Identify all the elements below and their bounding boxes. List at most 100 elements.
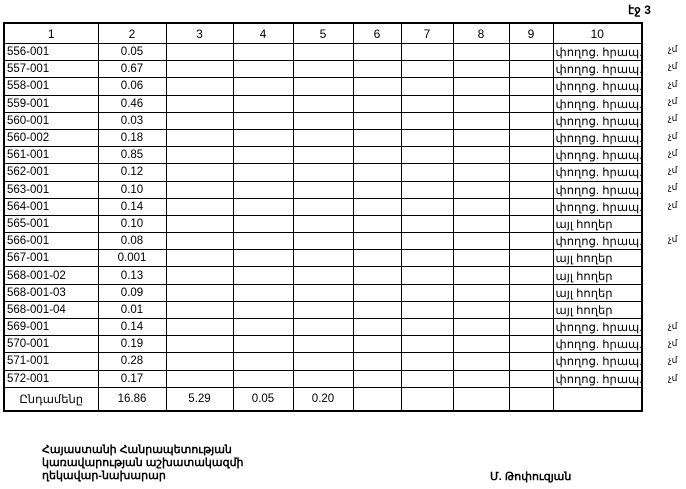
parcel-id: 563-001 — [3, 180, 99, 199]
empty-cell — [232, 214, 294, 234]
column-header: 3 — [165, 22, 234, 44]
empty-cell — [352, 266, 402, 285]
empty-cell — [508, 60, 554, 79]
land-type: փողոց. հրապ. — [552, 197, 643, 216]
empty-cell — [352, 214, 402, 234]
parcel-id: 570-001 — [3, 335, 99, 354]
empty-cell — [292, 232, 354, 251]
empty-cell — [352, 42, 402, 62]
table-row: 563-001 0.10 փողոց. հրապ. — [3, 180, 643, 199]
column-header: 5 — [292, 22, 354, 44]
empty-cell — [165, 146, 234, 165]
table-row: 568-001-02 0.13 այլ հողեր — [3, 266, 643, 285]
empty-cell — [400, 352, 454, 371]
empty-cell — [352, 180, 402, 199]
margin-mark: չմ — [668, 182, 678, 193]
empty-cell — [400, 283, 454, 302]
empty-cell — [452, 300, 510, 320]
land-type: այլ հողեր — [552, 283, 643, 302]
page-number: էջ 3 — [628, 3, 651, 17]
table-row: 568-001-03 0.09 այլ հողեր — [3, 283, 643, 302]
margin-mark: չմ — [668, 355, 678, 366]
empty-cell — [352, 232, 402, 251]
signatory-line-2: կառավարության աշխատակազմի — [42, 457, 244, 469]
land-type: փողոց. հրապ. — [552, 317, 643, 337]
empty-cell — [400, 128, 454, 148]
empty-cell — [352, 146, 402, 165]
empty-cell — [508, 180, 554, 199]
empty-cell — [508, 386, 554, 412]
parcel-id: 561-001 — [3, 146, 99, 165]
area-value: 0.46 — [97, 94, 167, 113]
empty-cell — [232, 300, 294, 320]
table-row: 562-001 0.12 փողոց. հրապ. — [3, 163, 643, 182]
empty-cell — [352, 317, 402, 337]
empty-cell — [452, 180, 510, 199]
total-value: 16.86 — [97, 386, 167, 412]
table-row: 561-001 0.85 փողոց. հրապ. — [3, 146, 643, 165]
empty-cell — [232, 369, 294, 388]
area-value: 0.03 — [97, 111, 167, 130]
margin-mark: չմ — [668, 61, 678, 72]
empty-cell — [508, 335, 554, 354]
table-row: 565-001 0.10 այլ հողեր — [3, 214, 643, 234]
parcel-id: 565-001 — [3, 214, 99, 234]
empty-cell — [232, 335, 294, 354]
empty-cell — [400, 386, 454, 412]
empty-cell — [165, 77, 234, 96]
empty-cell — [400, 146, 454, 165]
empty-cell — [165, 111, 234, 130]
empty-cell — [352, 197, 402, 216]
parcel-id: 562-001 — [3, 163, 99, 182]
table-row: 569-001 0.14 փողոց. հրապ. — [3, 317, 643, 337]
land-table: 1 2 3 4 5 6 7 8 9 10 556-001 0.05 փողոց. հրապ. 557-0… — [3, 22, 643, 412]
empty-cell — [165, 300, 234, 320]
area-value: 0.85 — [97, 146, 167, 165]
empty-cell — [232, 283, 294, 302]
empty-cell — [452, 197, 510, 216]
empty-cell — [165, 249, 234, 268]
area-value: 0.12 — [97, 163, 167, 182]
empty-cell — [165, 352, 234, 371]
empty-cell — [232, 111, 294, 130]
empty-cell — [232, 352, 294, 371]
empty-cell — [452, 128, 510, 148]
empty-cell — [165, 335, 234, 354]
empty-cell — [292, 111, 354, 130]
table-row: 567-001 0.001 այլ հողեր — [3, 249, 643, 268]
empty-cell — [352, 111, 402, 130]
empty-cell — [292, 352, 354, 371]
empty-cell — [452, 369, 510, 388]
empty-cell — [292, 266, 354, 285]
empty-cell — [552, 386, 643, 412]
parcel-id: 558-001 — [3, 77, 99, 96]
empty-cell — [292, 317, 354, 337]
empty-cell — [292, 60, 354, 79]
area-value: 0.10 — [97, 180, 167, 199]
land-type: փողոց. հրապ. — [552, 335, 643, 354]
table-row: 560-002 0.18 փողոց. հրապ. — [3, 128, 643, 148]
empty-cell — [400, 42, 454, 62]
empty-cell — [452, 163, 510, 182]
empty-cell — [165, 214, 234, 234]
empty-cell — [165, 283, 234, 302]
column-header: 7 — [400, 22, 454, 44]
empty-cell — [165, 197, 234, 216]
empty-cell — [292, 214, 354, 234]
empty-cell — [452, 386, 510, 412]
parcel-id: 557-001 — [3, 60, 99, 79]
parcel-id: 568-001-04 — [3, 300, 99, 320]
empty-cell — [292, 180, 354, 199]
empty-cell — [400, 111, 454, 130]
empty-cell — [400, 163, 454, 182]
empty-cell — [165, 232, 234, 251]
margin-mark: չմ — [668, 113, 678, 124]
empty-cell — [232, 42, 294, 62]
empty-cell — [232, 266, 294, 285]
margin-mark: չմ — [668, 199, 678, 210]
area-value: 0.05 — [97, 42, 167, 62]
empty-cell — [400, 266, 454, 285]
empty-cell — [452, 232, 510, 251]
table-row: 572-001 0.17 փողոց. հրապ. — [3, 369, 643, 388]
empty-cell — [165, 128, 234, 148]
